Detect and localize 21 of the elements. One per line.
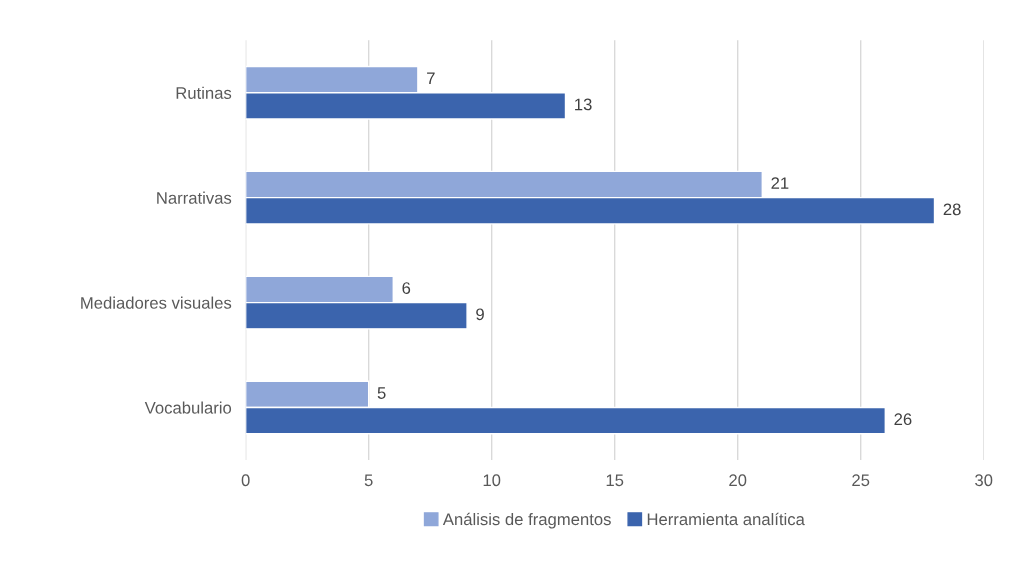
y-tick-label: Narrativas	[157, 191, 232, 204]
data-label: 7	[427, 72, 435, 84]
data-label: 5	[377, 387, 386, 399]
y-tick-label: Vocabulario	[144, 401, 232, 414]
data-label: 26	[894, 413, 912, 426]
y-tick-label: Rutinas	[176, 86, 232, 99]
x-tick-label: 10	[483, 474, 501, 487]
x-tick-label: 25	[852, 474, 870, 487]
data-label: 28	[943, 203, 961, 216]
x-tick-label: 30	[975, 474, 993, 487]
x-tick-label: 0	[241, 474, 250, 487]
legend-label: Herramienta analítica	[647, 512, 805, 526]
x-tick-label: 20	[729, 474, 747, 487]
legend-label: Análisis de fragmentos	[442, 512, 611, 529]
x-tick-label: 5	[364, 474, 373, 487]
data-label: 21	[771, 177, 789, 189]
x-tick-label: 15	[606, 474, 624, 487]
data-label: 9	[476, 308, 484, 321]
data-label: 13	[575, 98, 592, 111]
y-tick-label: Mediadores visuales	[81, 296, 232, 309]
data-label: 6	[402, 282, 411, 294]
